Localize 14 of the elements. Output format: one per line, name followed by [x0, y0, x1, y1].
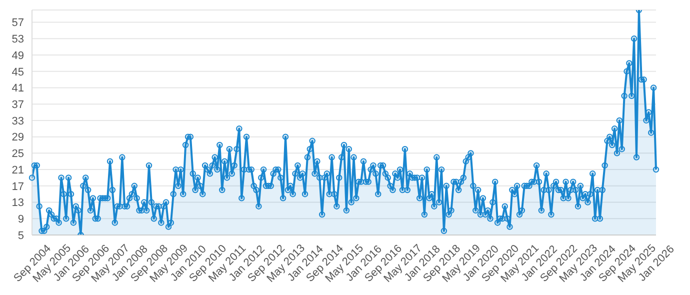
- y-tick-label: 49: [12, 50, 24, 62]
- y-tick-label: 45: [12, 66, 24, 78]
- y-tick-label: 9: [18, 214, 24, 226]
- y-tick-label: 25: [12, 148, 24, 160]
- y-tick-label: 37: [12, 98, 24, 111]
- y-tick-label: 33: [12, 115, 24, 128]
- y-tick-label: 5: [18, 230, 24, 242]
- y-tick-label: 13: [12, 197, 24, 210]
- y-tick-label: 53: [12, 34, 24, 46]
- y-tick-label: 41: [12, 82, 24, 95]
- y-tick-label: 17: [12, 180, 24, 193]
- y-tick-label: 57: [12, 17, 24, 30]
- y-tick-label: 29: [12, 132, 24, 144]
- y-tick-label: 21: [12, 164, 24, 176]
